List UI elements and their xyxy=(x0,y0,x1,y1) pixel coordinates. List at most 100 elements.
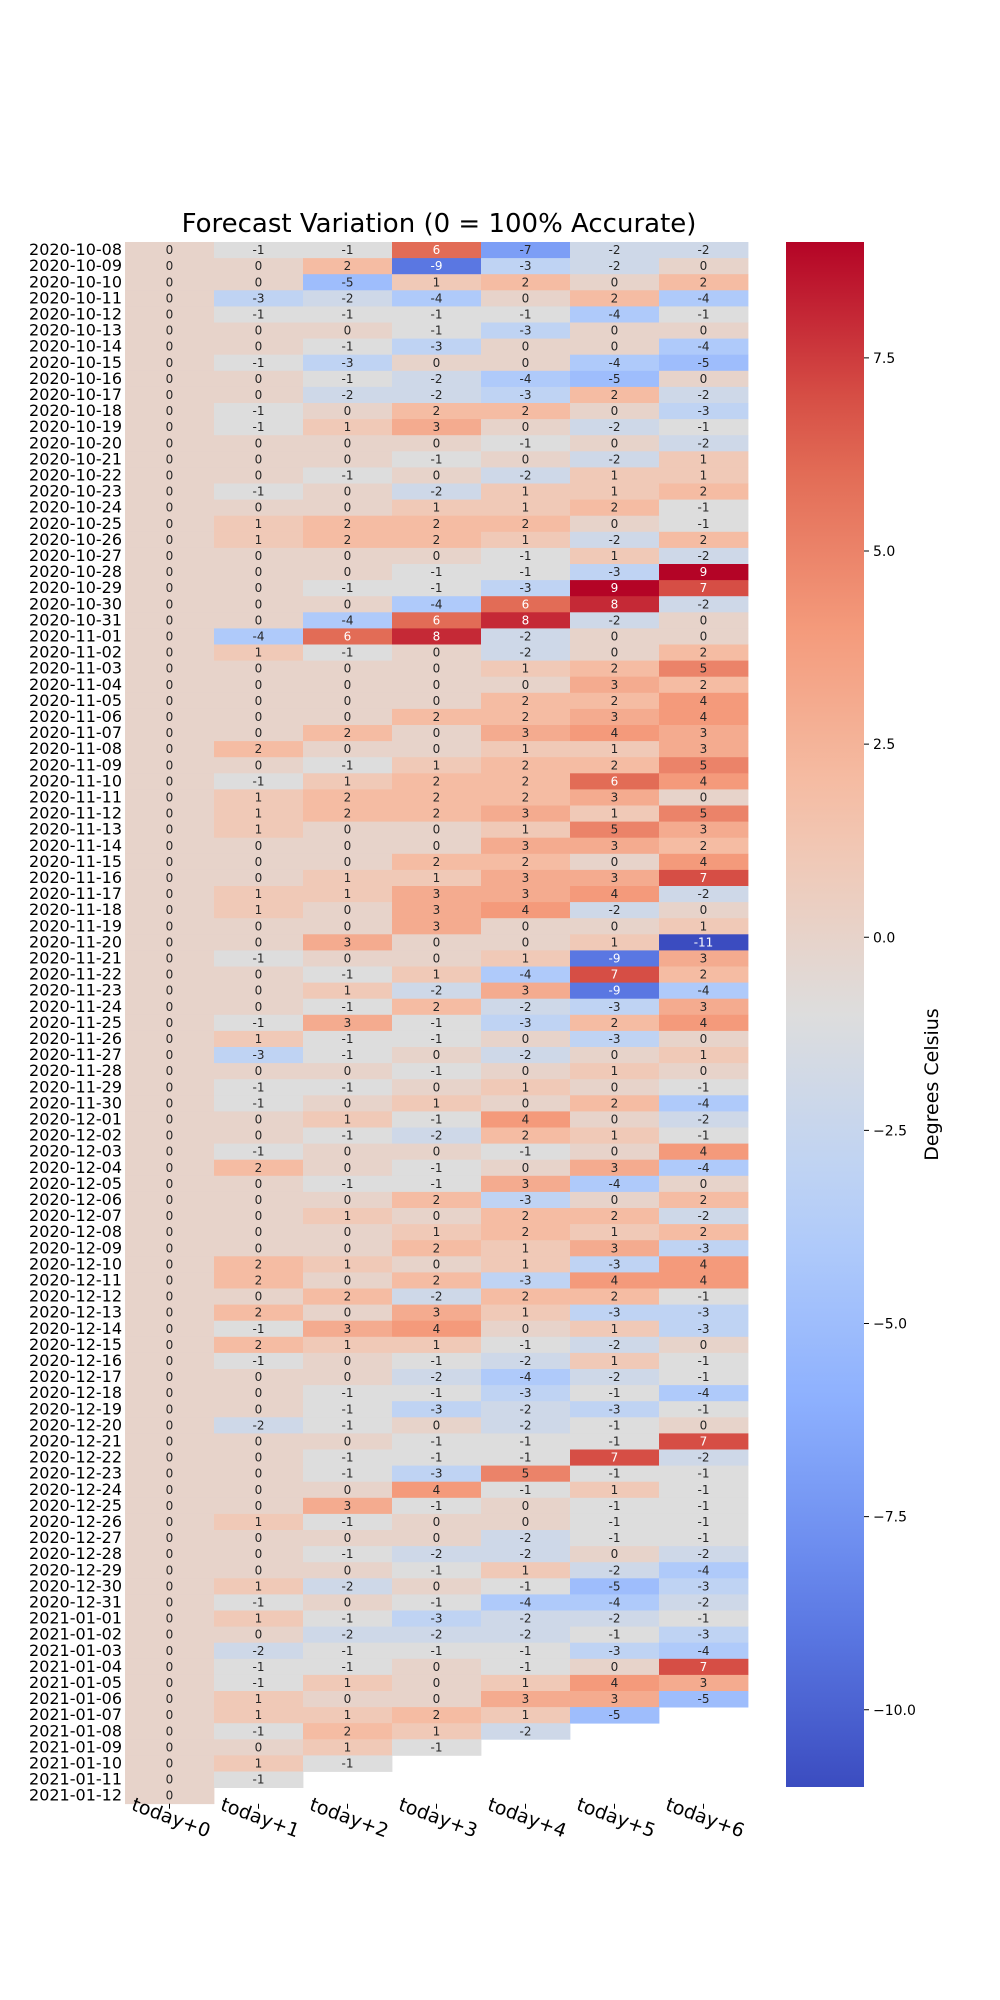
cell-value: -1 xyxy=(342,1515,354,1529)
cell-value: 0 xyxy=(611,275,619,289)
cell-value: -4 xyxy=(609,356,621,370)
heatmap-cell xyxy=(481,1513,571,1531)
cell-value: 0 xyxy=(166,340,174,354)
cell-value: 0 xyxy=(166,1789,174,1803)
row-label: 2020-11-14 xyxy=(29,836,122,855)
heatmap-cell xyxy=(392,741,482,758)
heatmap-cell xyxy=(303,1256,393,1273)
cell-value: 2 xyxy=(700,485,708,499)
heatmap-cell xyxy=(659,499,749,517)
heatmap-cell xyxy=(303,676,393,694)
cell-value: 0 xyxy=(433,1257,441,1271)
heatmap-cell xyxy=(392,1433,482,1450)
cell-value: 0 xyxy=(166,1064,174,1078)
heatmap-cell xyxy=(303,1513,393,1531)
cell-value: 0 xyxy=(522,1064,530,1078)
heatmap-cell xyxy=(659,1159,749,1177)
heatmap-cell xyxy=(125,1240,215,1257)
cell-value: 3 xyxy=(344,1322,352,1336)
cell-value: 0 xyxy=(522,1032,530,1046)
heatmap-cell xyxy=(303,1417,393,1434)
cell-value: 1 xyxy=(344,1257,352,1271)
cell-value: 1 xyxy=(433,1338,441,1352)
cell-value: -3 xyxy=(698,1322,710,1336)
heatmap-cell xyxy=(570,547,660,565)
heatmap-cell xyxy=(659,676,749,694)
heatmap-cell xyxy=(481,725,571,742)
heatmap-cell xyxy=(570,869,660,887)
heatmap-cell xyxy=(125,564,215,581)
cell-value: 0 xyxy=(433,1080,441,1094)
cell-value: 4 xyxy=(433,1483,441,1497)
cell-value: -1 xyxy=(698,307,710,321)
cell-value: -2 xyxy=(520,646,532,660)
cell-value: 5 xyxy=(700,807,708,821)
cell-value: 0 xyxy=(166,935,174,949)
heatmap-cell xyxy=(392,1674,482,1692)
cell-value: -1 xyxy=(698,1499,710,1513)
heatmap-cell xyxy=(570,1594,660,1611)
heatmap-cell xyxy=(659,483,749,500)
cell-value: 0 xyxy=(166,1273,174,1287)
row-label: 2020-12-13 xyxy=(29,1303,122,1322)
heatmap-cell xyxy=(214,1578,304,1595)
colorbar-tick-label: −7.5 xyxy=(873,1510,907,1526)
heatmap-cell xyxy=(392,1401,482,1418)
cell-value: 2 xyxy=(611,501,619,515)
heatmap-cell xyxy=(392,1449,482,1466)
heatmap-cell xyxy=(125,290,215,307)
cell-value: 0 xyxy=(255,871,263,885)
row-label: 2020-11-11 xyxy=(29,787,122,806)
cell-value: -1 xyxy=(431,1354,443,1368)
row-label: 2020-11-24 xyxy=(29,997,122,1016)
colorbar-tick-label: −10.0 xyxy=(873,1703,916,1719)
heatmap-cell xyxy=(570,1417,660,1434)
row-label: 2020-10-10 xyxy=(29,272,122,291)
cell-value: -2 xyxy=(698,887,710,901)
heatmap-cell xyxy=(214,306,304,323)
cell-value: 0 xyxy=(166,1000,174,1014)
heatmap-cell xyxy=(303,708,393,726)
cell-value: 0 xyxy=(166,1612,174,1626)
heatmap-cell xyxy=(303,547,393,565)
cell-value: 0 xyxy=(166,549,174,563)
heatmap-cell xyxy=(303,1127,393,1144)
cell-value: -1 xyxy=(342,372,354,386)
cell-value: -2 xyxy=(431,485,443,499)
cell-value: 3 xyxy=(700,742,708,756)
cell-value: -1 xyxy=(253,420,265,434)
row-label: 2020-10-12 xyxy=(29,304,122,323)
cell-value: -1 xyxy=(698,501,710,515)
cell-value: 0 xyxy=(166,1290,174,1304)
heatmap-cell xyxy=(392,322,482,339)
row-label: 2020-10-08 xyxy=(29,240,122,259)
heatmap-cell xyxy=(659,370,749,388)
cell-value: 2 xyxy=(522,855,530,869)
cell-value: 0 xyxy=(166,1676,174,1690)
heatmap-cell xyxy=(659,950,749,967)
cell-value: 0 xyxy=(611,1193,619,1207)
cell-value: 1 xyxy=(611,1064,619,1078)
heatmap-cell xyxy=(570,290,660,307)
cell-value: 0 xyxy=(344,1193,352,1207)
heatmap-cell xyxy=(392,499,482,517)
heatmap-cell xyxy=(303,1465,393,1483)
cell-value: 1 xyxy=(611,1322,619,1336)
heatmap-cell xyxy=(392,1224,482,1241)
cell-value: -2 xyxy=(520,1402,532,1416)
row-label: 2020-12-06 xyxy=(29,1190,122,1209)
cell-value: 0 xyxy=(255,1628,263,1642)
heatmap-cell xyxy=(303,580,393,597)
heatmap-cell xyxy=(570,612,660,629)
cell-value: 8 xyxy=(522,613,530,627)
cell-value: 0 xyxy=(255,340,263,354)
cell-value: 0 xyxy=(433,1531,441,1545)
cell-value: -1 xyxy=(253,774,265,788)
row-label: 2020-12-29 xyxy=(29,1560,122,1579)
cell-value: 7 xyxy=(700,1660,708,1674)
heatmap-cell xyxy=(125,1143,215,1161)
cell-value: 0 xyxy=(166,613,174,627)
cell-value: -1 xyxy=(431,1595,443,1609)
row-label: 2020-11-18 xyxy=(29,900,122,919)
cell-value: 0 xyxy=(344,1563,352,1577)
